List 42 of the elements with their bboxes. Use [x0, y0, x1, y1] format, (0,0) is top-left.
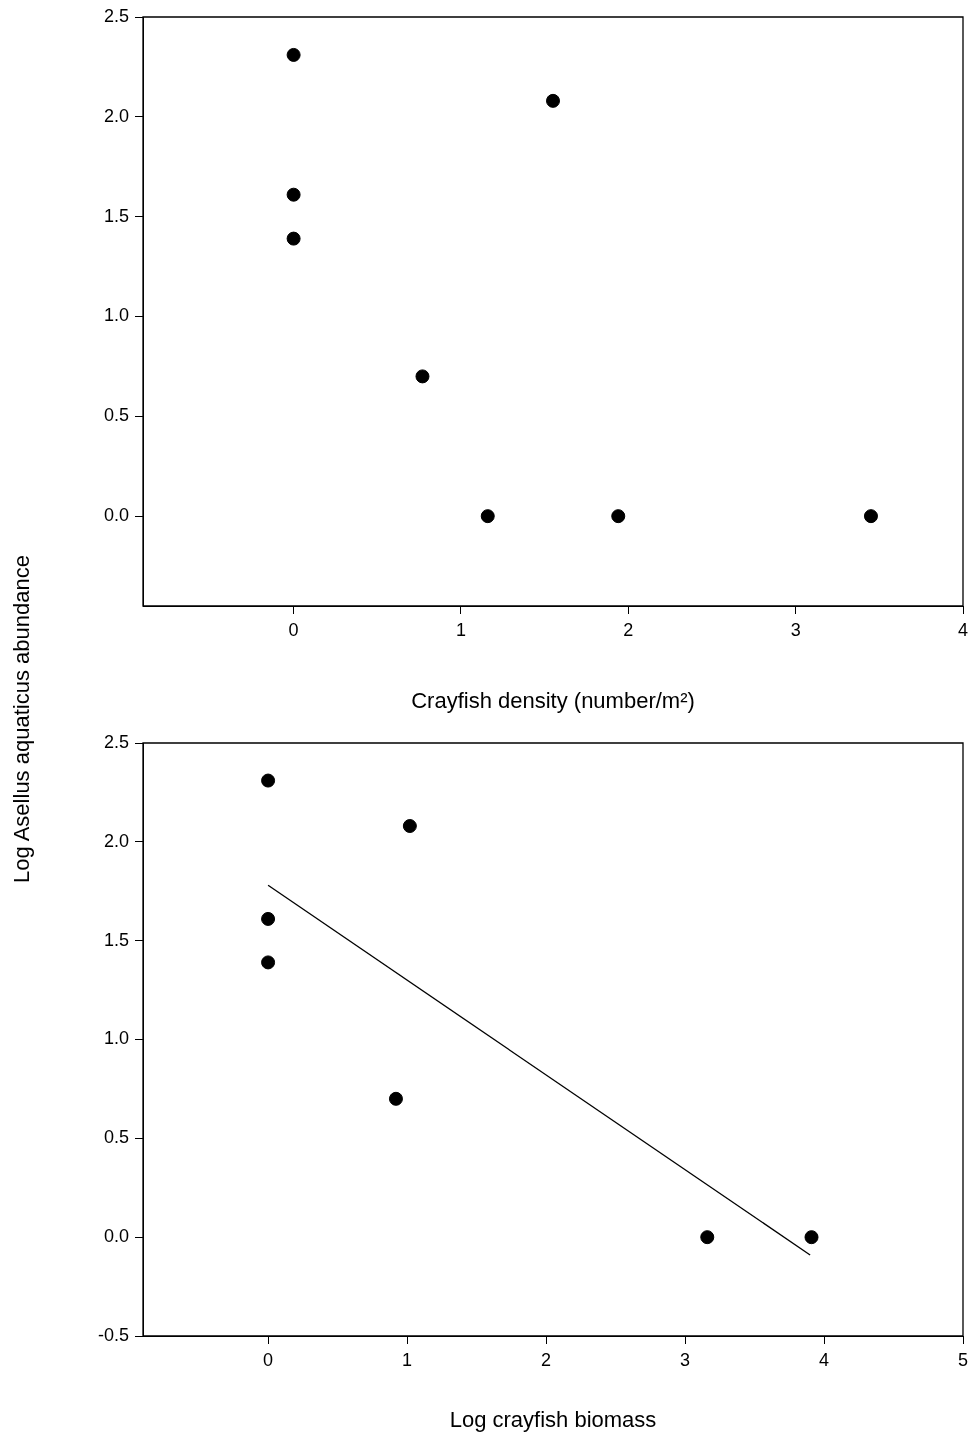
- y-tick-label: 0.5: [103, 405, 129, 426]
- y-tick-label: 0.0: [103, 1226, 129, 1247]
- y-tick-label: 0.0: [103, 505, 129, 526]
- y-tick-label: 1.5: [103, 205, 129, 226]
- point: [286, 47, 301, 62]
- x-tick-label: 5: [957, 1349, 969, 1370]
- point: [415, 369, 430, 384]
- x-tick-label: 3: [790, 619, 801, 640]
- y-tick-label: 2.5: [103, 731, 129, 752]
- point: [286, 187, 301, 202]
- y-tick-label: 0.5: [103, 1127, 129, 1148]
- y-tick-label: 2.0: [103, 830, 129, 851]
- y-tick-label: 2.0: [103, 105, 129, 126]
- x-axis-title: Crayfish density (number/m²): [411, 687, 695, 713]
- x-tick-label: 1: [455, 619, 466, 640]
- x-tick-label: 1: [402, 1349, 413, 1370]
- x-tick-label: 3: [680, 1349, 691, 1370]
- x-tick-label: 2: [623, 619, 634, 640]
- y-tick-label: 1.5: [103, 929, 129, 950]
- y-tick-label: 1.0: [103, 1028, 129, 1049]
- y-axis-title: Log Asellus aquaticus abundance: [9, 555, 35, 883]
- point: [388, 1091, 403, 1106]
- point: [286, 231, 301, 246]
- y-tick-label: 1.0: [103, 305, 129, 326]
- point: [700, 1230, 715, 1245]
- y-tick-label: 2.5: [103, 5, 129, 26]
- point: [261, 773, 276, 788]
- point: [261, 911, 276, 926]
- point: [863, 509, 878, 524]
- point: [261, 955, 276, 970]
- x-tick-label: 2: [541, 1349, 552, 1370]
- y-tick-label: -0.5: [97, 1324, 129, 1345]
- point: [804, 1230, 819, 1245]
- point: [611, 509, 626, 524]
- x-tick-label: 0: [263, 1349, 274, 1370]
- x-tick-label: 4: [819, 1349, 830, 1370]
- x-axis-title: Log crayfish biomass: [449, 1406, 657, 1432]
- x-tick-label: 0: [288, 619, 299, 640]
- point: [480, 509, 495, 524]
- point: [546, 93, 560, 108]
- x-tick-label: 4: [957, 619, 969, 640]
- point: [402, 819, 417, 834]
